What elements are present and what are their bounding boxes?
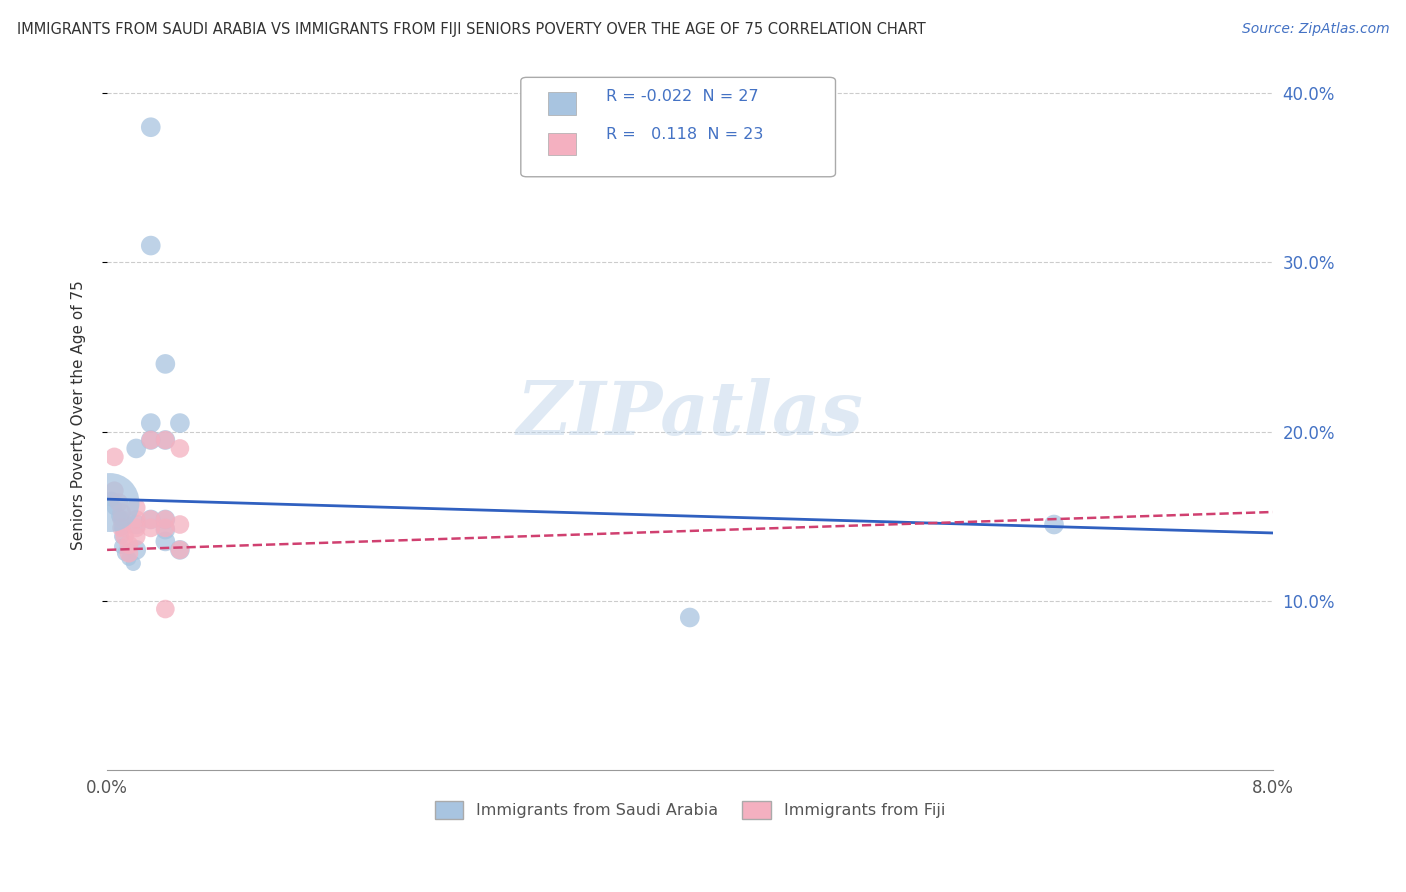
Point xyxy=(107,509,129,524)
Point xyxy=(100,492,122,507)
Point xyxy=(125,542,148,557)
Point xyxy=(139,238,162,252)
FancyBboxPatch shape xyxy=(547,133,576,155)
Point xyxy=(125,529,148,543)
Y-axis label: Seniors Poverty Over the Age of 75: Seniors Poverty Over the Age of 75 xyxy=(72,280,86,549)
Point xyxy=(139,512,162,526)
Point xyxy=(103,483,125,498)
Text: R = -0.022  N = 27: R = -0.022 N = 27 xyxy=(606,89,758,104)
Point xyxy=(169,542,191,557)
Point xyxy=(139,433,162,447)
Point xyxy=(111,506,134,520)
Point xyxy=(125,500,148,515)
Point xyxy=(111,540,134,554)
Point xyxy=(118,551,141,566)
Text: R =   0.118  N = 23: R = 0.118 N = 23 xyxy=(606,127,763,142)
Point xyxy=(111,521,134,535)
Point xyxy=(155,534,177,549)
Point xyxy=(155,433,177,447)
Point xyxy=(125,442,148,456)
Point xyxy=(155,357,177,371)
FancyBboxPatch shape xyxy=(547,92,576,115)
Point xyxy=(118,538,141,552)
Point xyxy=(125,521,148,535)
Point xyxy=(111,529,134,543)
Point xyxy=(114,546,136,560)
Point xyxy=(139,521,162,535)
Point xyxy=(139,433,162,447)
Point xyxy=(169,416,191,430)
Point xyxy=(122,557,145,571)
Point xyxy=(98,495,121,509)
Text: IMMIGRANTS FROM SAUDI ARABIA VS IMMIGRANTS FROM FIJI SENIORS POVERTY OVER THE AG: IMMIGRANTS FROM SAUDI ARABIA VS IMMIGRAN… xyxy=(17,22,925,37)
Point xyxy=(155,512,177,526)
Point xyxy=(169,517,191,532)
Point xyxy=(155,521,177,535)
Point xyxy=(111,512,134,526)
Point xyxy=(111,512,134,526)
Point xyxy=(139,120,162,135)
Point xyxy=(103,450,125,464)
Point xyxy=(125,517,148,532)
Point xyxy=(103,500,125,515)
Point xyxy=(155,602,177,616)
Point xyxy=(107,495,129,509)
Point xyxy=(139,512,162,526)
Point xyxy=(114,529,136,543)
Point xyxy=(155,523,177,537)
Point xyxy=(155,512,177,526)
Text: Source: ZipAtlas.com: Source: ZipAtlas.com xyxy=(1241,22,1389,37)
Point xyxy=(169,442,191,456)
Text: ZIPatlas: ZIPatlas xyxy=(516,378,863,450)
Point xyxy=(1043,517,1066,532)
FancyBboxPatch shape xyxy=(520,78,835,177)
Point xyxy=(139,416,162,430)
Point xyxy=(111,521,134,535)
Point xyxy=(125,512,148,526)
Point xyxy=(118,546,141,560)
Point xyxy=(169,542,191,557)
Point xyxy=(155,433,177,447)
Legend: Immigrants from Saudi Arabia, Immigrants from Fiji: Immigrants from Saudi Arabia, Immigrants… xyxy=(429,795,952,826)
Point xyxy=(679,610,702,624)
